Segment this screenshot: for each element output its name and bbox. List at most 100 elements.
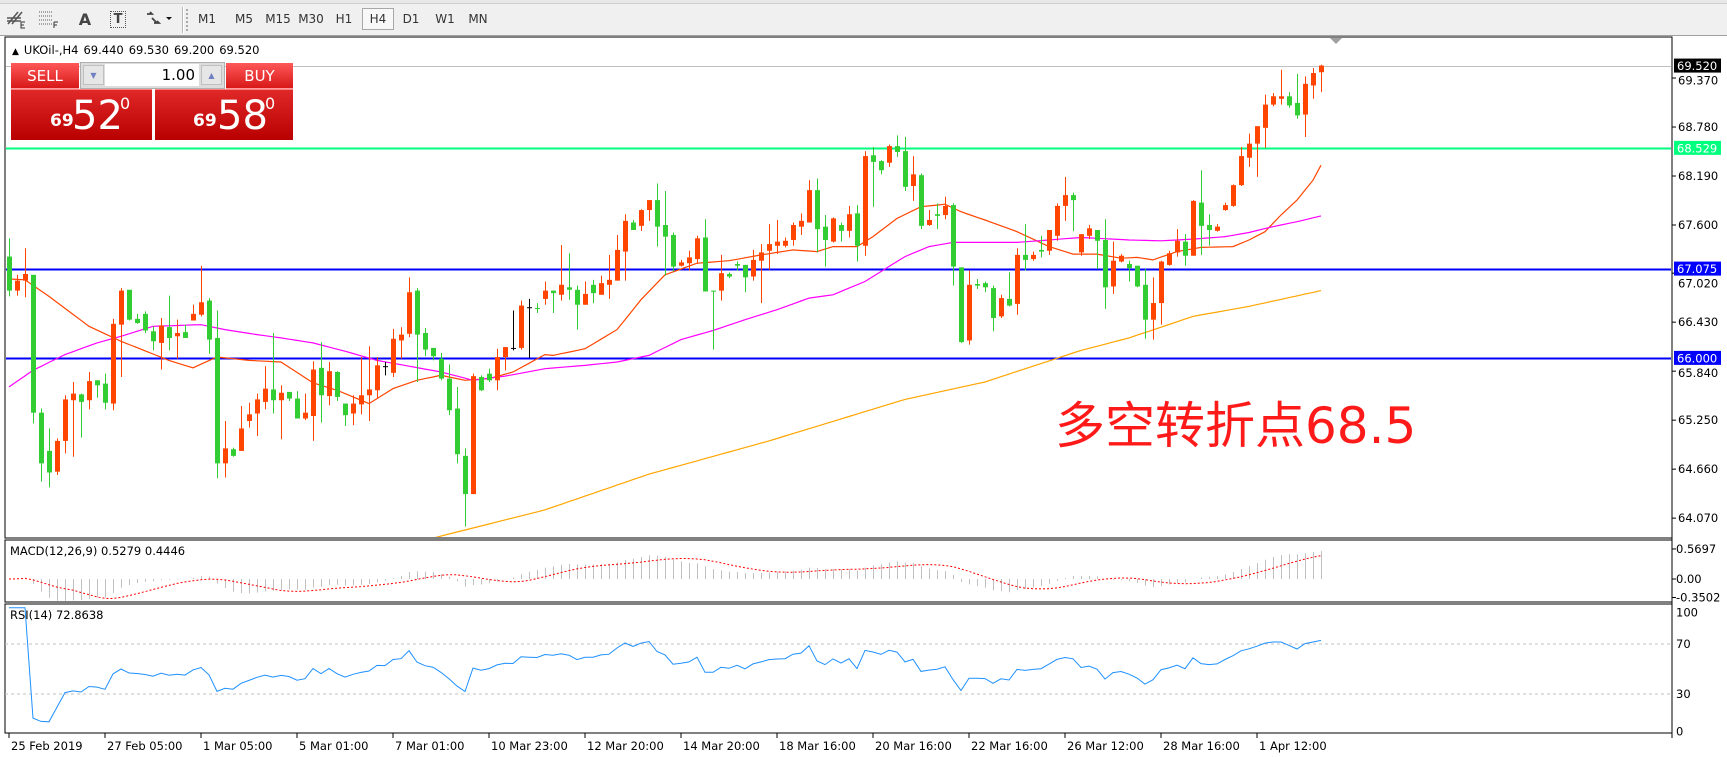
candle [623, 214, 628, 281]
lot-size-input[interactable] [105, 64, 199, 86]
time-tick-label: 25 Feb 2019 [11, 739, 83, 753]
candle [791, 222, 796, 246]
candle-body [431, 347, 436, 357]
fibo-lines-f-icon[interactable] [36, 8, 60, 30]
candle-body [1167, 253, 1172, 265]
candle [583, 281, 588, 305]
candle [487, 368, 492, 382]
candle-body [527, 307, 532, 309]
grid-lines-e-icon[interactable] [4, 8, 28, 30]
candle-body [1063, 195, 1068, 206]
candle-body [1119, 255, 1124, 262]
candle-body [439, 358, 444, 379]
period-m5-button[interactable]: M5 [235, 12, 253, 26]
candle-body [1047, 229, 1052, 251]
candle-body [127, 289, 132, 320]
macd-signal-line [8, 555, 1322, 600]
lot-decrease-button[interactable]: ▼ [83, 65, 104, 85]
sell-button[interactable]: SELL [11, 63, 79, 89]
candle-body [623, 220, 628, 252]
candle-body [415, 290, 420, 335]
candle [967, 270, 972, 345]
candle-body [535, 308, 540, 310]
buy-button[interactable]: BUY [226, 63, 293, 89]
candle [383, 362, 388, 376]
period-m15-button[interactable]: M15 [265, 12, 291, 26]
candle [207, 298, 212, 354]
candle-body [1199, 202, 1204, 226]
candle [639, 209, 644, 231]
candle [471, 373, 476, 495]
time-tick-label: 1 Mar 05:00 [203, 739, 272, 753]
text-label-t-glyph: T [109, 10, 127, 28]
time-tick-label: 28 Mar 16:00 [1163, 739, 1240, 753]
candle [599, 275, 604, 295]
price-tick-label: 67.600 [1678, 218, 1718, 232]
text-a-icon[interactable]: A [78, 9, 92, 29]
price-tick-label: 64.070 [1678, 511, 1718, 525]
candle-body [39, 412, 44, 464]
candle [551, 290, 556, 314]
candle [1079, 234, 1084, 256]
period-w1-button[interactable]: W1 [435, 12, 455, 26]
candle [1127, 260, 1132, 282]
candle-body [135, 318, 140, 324]
period-mn-button[interactable]: MN [468, 12, 488, 26]
candle-body [423, 332, 428, 350]
period-m1-button[interactable]: M1 [198, 12, 216, 26]
candle [447, 364, 452, 416]
candle-body [1175, 240, 1180, 253]
period-d1-button[interactable]: D1 [402, 12, 420, 26]
buy-price-button[interactable]: 69 58 0 [155, 89, 293, 140]
candle [903, 136, 908, 191]
candle-body [687, 257, 692, 264]
candle-body [71, 393, 76, 401]
candle-body [215, 337, 220, 464]
candle [1319, 64, 1324, 93]
price-tick-label: 69.370 [1678, 74, 1718, 88]
lot-increase-button[interactable]: ▲ [201, 65, 222, 85]
period-h4-button[interactable]: H4 [362, 8, 394, 30]
candle [535, 303, 540, 314]
collapse-triangle-icon[interactable]: ▲ [12, 47, 19, 57]
candle [319, 342, 324, 423]
toolbar-grip[interactable] [186, 9, 190, 31]
candle [895, 135, 900, 157]
candle-body [943, 205, 948, 216]
candle [479, 375, 484, 392]
toolbar: A T M1 M5 M15 M30 H1 H4 D1 W1 MN [0, 4, 1727, 36]
candle-body [63, 399, 68, 441]
candle-body [183, 332, 188, 338]
macd-tick-label: 0.00 [1676, 572, 1702, 586]
candle-body [599, 283, 604, 295]
candle [615, 234, 620, 281]
candle [1095, 229, 1100, 270]
text-label-t-icon[interactable]: T [106, 8, 130, 30]
main-plot [6, 64, 1671, 537]
candle-body [783, 240, 788, 246]
period-m30-button[interactable]: M30 [298, 12, 324, 26]
candle-body [911, 174, 916, 186]
candle [95, 380, 100, 398]
price-label-bg-66.000 [1674, 350, 1721, 365]
candle [191, 304, 196, 321]
candle-body [583, 293, 588, 305]
arrows-icon[interactable] [142, 8, 176, 30]
candle-body [1143, 284, 1148, 320]
period-h1-button[interactable]: H1 [335, 12, 353, 26]
candle [1087, 225, 1092, 240]
candle [63, 395, 68, 454]
candle [1111, 241, 1116, 294]
chart-shift-marker-icon [1330, 38, 1342, 44]
sell-price-button[interactable]: 69 52 0 [11, 89, 152, 140]
candle [303, 393, 308, 421]
candle-body [7, 256, 12, 291]
candle-body [119, 290, 124, 325]
candle-body [327, 371, 332, 397]
candle [215, 310, 220, 479]
candle [671, 232, 676, 272]
candle [407, 277, 412, 338]
candle [1031, 251, 1036, 261]
candle-body [1231, 185, 1236, 206]
candle-body [1215, 226, 1220, 231]
